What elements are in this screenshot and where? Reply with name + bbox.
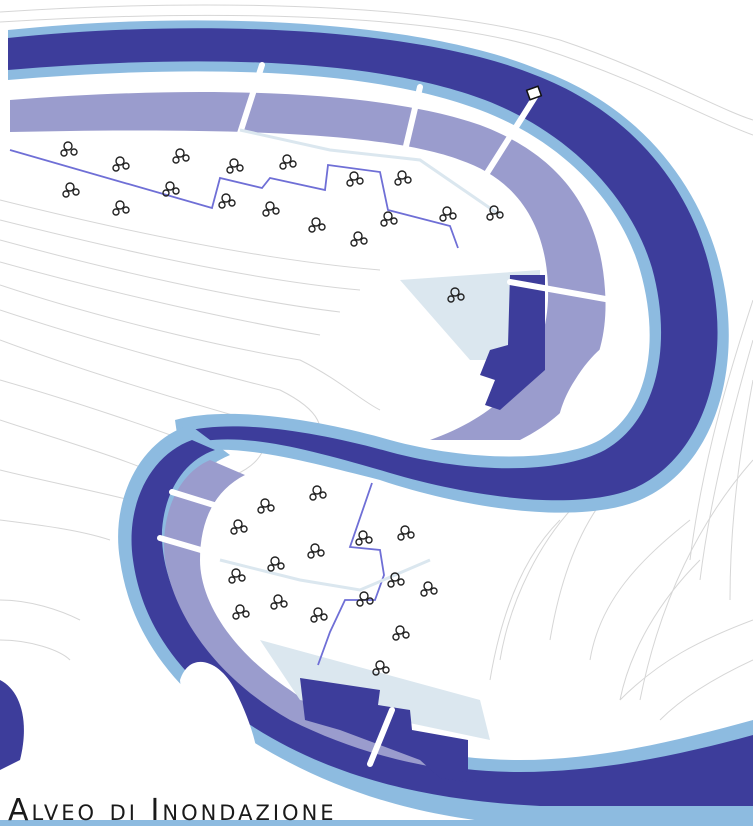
- tree-icon: [372, 660, 390, 676]
- tree-icon: [218, 193, 236, 209]
- tree-icon: [262, 201, 280, 217]
- tree-icon: [279, 154, 297, 170]
- tree-icon: [439, 206, 457, 222]
- paths: [9, 149, 459, 666]
- piers: [157, 62, 631, 767]
- trees-south: [228, 485, 438, 676]
- tree-icon: [232, 604, 250, 620]
- tree-icon: [257, 498, 275, 514]
- tree-icon: [309, 485, 327, 501]
- tree-icon: [392, 625, 410, 641]
- islands: [180, 337, 636, 792]
- tree-icon: [310, 607, 328, 623]
- tree-icon: [270, 594, 288, 610]
- river-north: [8, 20, 729, 513]
- tree-icon: [62, 182, 80, 198]
- tree-icon: [356, 591, 374, 607]
- tree-icon: [267, 556, 285, 572]
- road: [219, 128, 501, 592]
- tree-icon: [486, 205, 504, 221]
- tree-icon: [394, 170, 412, 186]
- tree-icon: [447, 287, 465, 303]
- tree-icon: [226, 158, 244, 174]
- tree-icon: [350, 231, 368, 247]
- tree-icon: [162, 181, 180, 197]
- tree-icon: [307, 543, 325, 559]
- tree-icon: [172, 148, 190, 164]
- tree-icon: [230, 519, 248, 535]
- tree-icon: [60, 141, 78, 157]
- tree-icon: [420, 581, 438, 597]
- tree-icon: [397, 525, 415, 541]
- floodplain-bands: [10, 92, 606, 768]
- marker-icon: [525, 85, 543, 101]
- tree-icon: [112, 156, 130, 172]
- tree-icon: [112, 200, 130, 216]
- tree-icon: [346, 171, 364, 187]
- tree-icon: [387, 572, 405, 588]
- tree-icon: [380, 211, 398, 227]
- tree-icon: [308, 217, 326, 233]
- trees-north: [60, 141, 504, 303]
- tree-icon: [228, 568, 246, 584]
- tree-icon: [355, 530, 373, 546]
- map-title: Alveo di Inondazione: [8, 794, 337, 826]
